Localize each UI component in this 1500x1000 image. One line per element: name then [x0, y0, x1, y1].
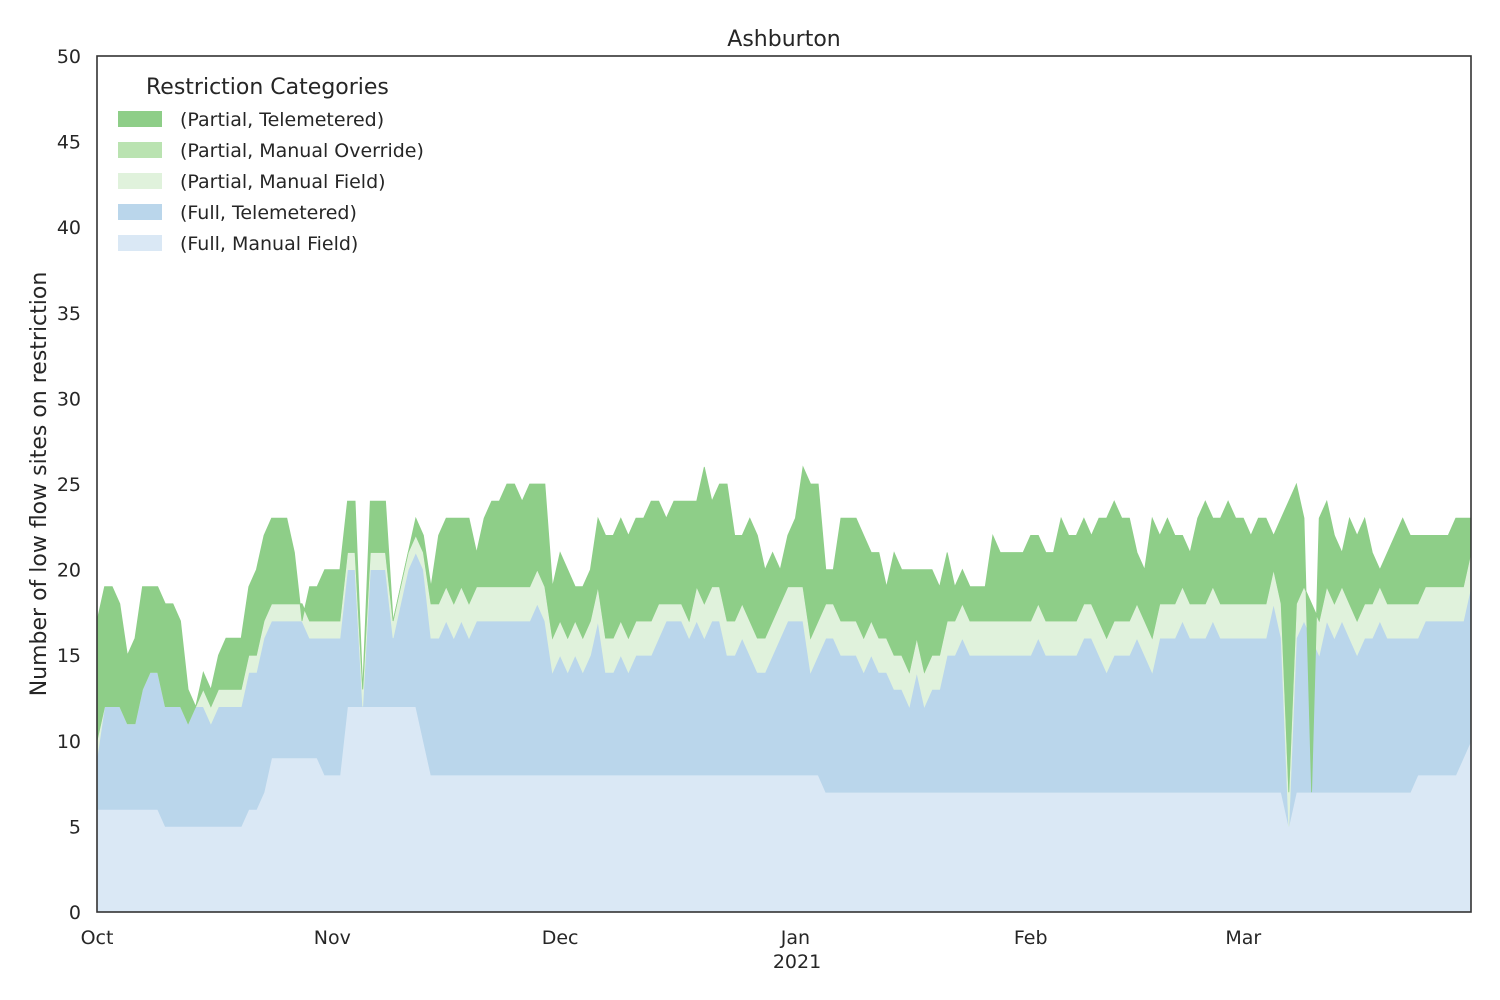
- y-tick-label-10: 50: [57, 46, 81, 68]
- x-axis-year-label: 2021: [773, 951, 821, 973]
- y-tick-label-6: 30: [57, 388, 81, 410]
- y-tick-label-0: 0: [69, 902, 81, 924]
- x-tick-label-1: Nov: [314, 927, 351, 949]
- y-tick-label-8: 40: [57, 217, 81, 239]
- x-axis-ticks: Oct Nov Dec Jan Feb Mar: [81, 927, 1262, 949]
- legend-label-1: (Partial, Manual Override): [180, 140, 424, 162]
- x-tick-label-0: Oct: [81, 927, 114, 949]
- area-layers: [96, 465, 1472, 913]
- y-tick-label-3: 15: [57, 645, 81, 667]
- x-tick-label-2: Dec: [542, 927, 579, 949]
- plot-frame: [96, 55, 1472, 913]
- x-tick-label-5: Mar: [1225, 927, 1261, 949]
- legend-swatch-3: [118, 204, 162, 220]
- y-tick-label-7: 35: [57, 303, 81, 325]
- legend-swatch-1: [118, 142, 162, 158]
- legend-swatch-2: [118, 173, 162, 189]
- y-tick-label-4: 20: [57, 560, 81, 582]
- y-tick-label-5: 25: [57, 474, 81, 496]
- y-tick-label-9: 45: [57, 132, 81, 154]
- legend-label-4: (Full, Manual Field): [180, 233, 358, 255]
- x-tick-label-3: Jan: [780, 927, 810, 949]
- legend-swatch-4: [118, 235, 162, 251]
- legend-label-0: (Partial, Telemetered): [180, 109, 384, 131]
- area-series-4: [96, 465, 1472, 793]
- legend-label-3: (Full, Telemetered): [180, 202, 357, 224]
- y-axis-ticks: 0 5 10 15 20 25 30 35 40 45 50: [57, 46, 81, 924]
- chart-title: Ashburton: [727, 27, 840, 52]
- y-tick-label-2: 10: [57, 731, 81, 753]
- y-axis-label: Number of low flow sites on restriction: [27, 272, 52, 697]
- legend-title: Restriction Categories: [146, 75, 389, 100]
- legend-swatch-0: [118, 111, 162, 127]
- legend-label-2: (Partial, Manual Field): [180, 171, 386, 193]
- legend: Restriction Categories (Partial, Telemet…: [118, 75, 424, 255]
- x-tick-label-4: Feb: [1014, 927, 1048, 949]
- y-tick-label-1: 5: [69, 816, 81, 838]
